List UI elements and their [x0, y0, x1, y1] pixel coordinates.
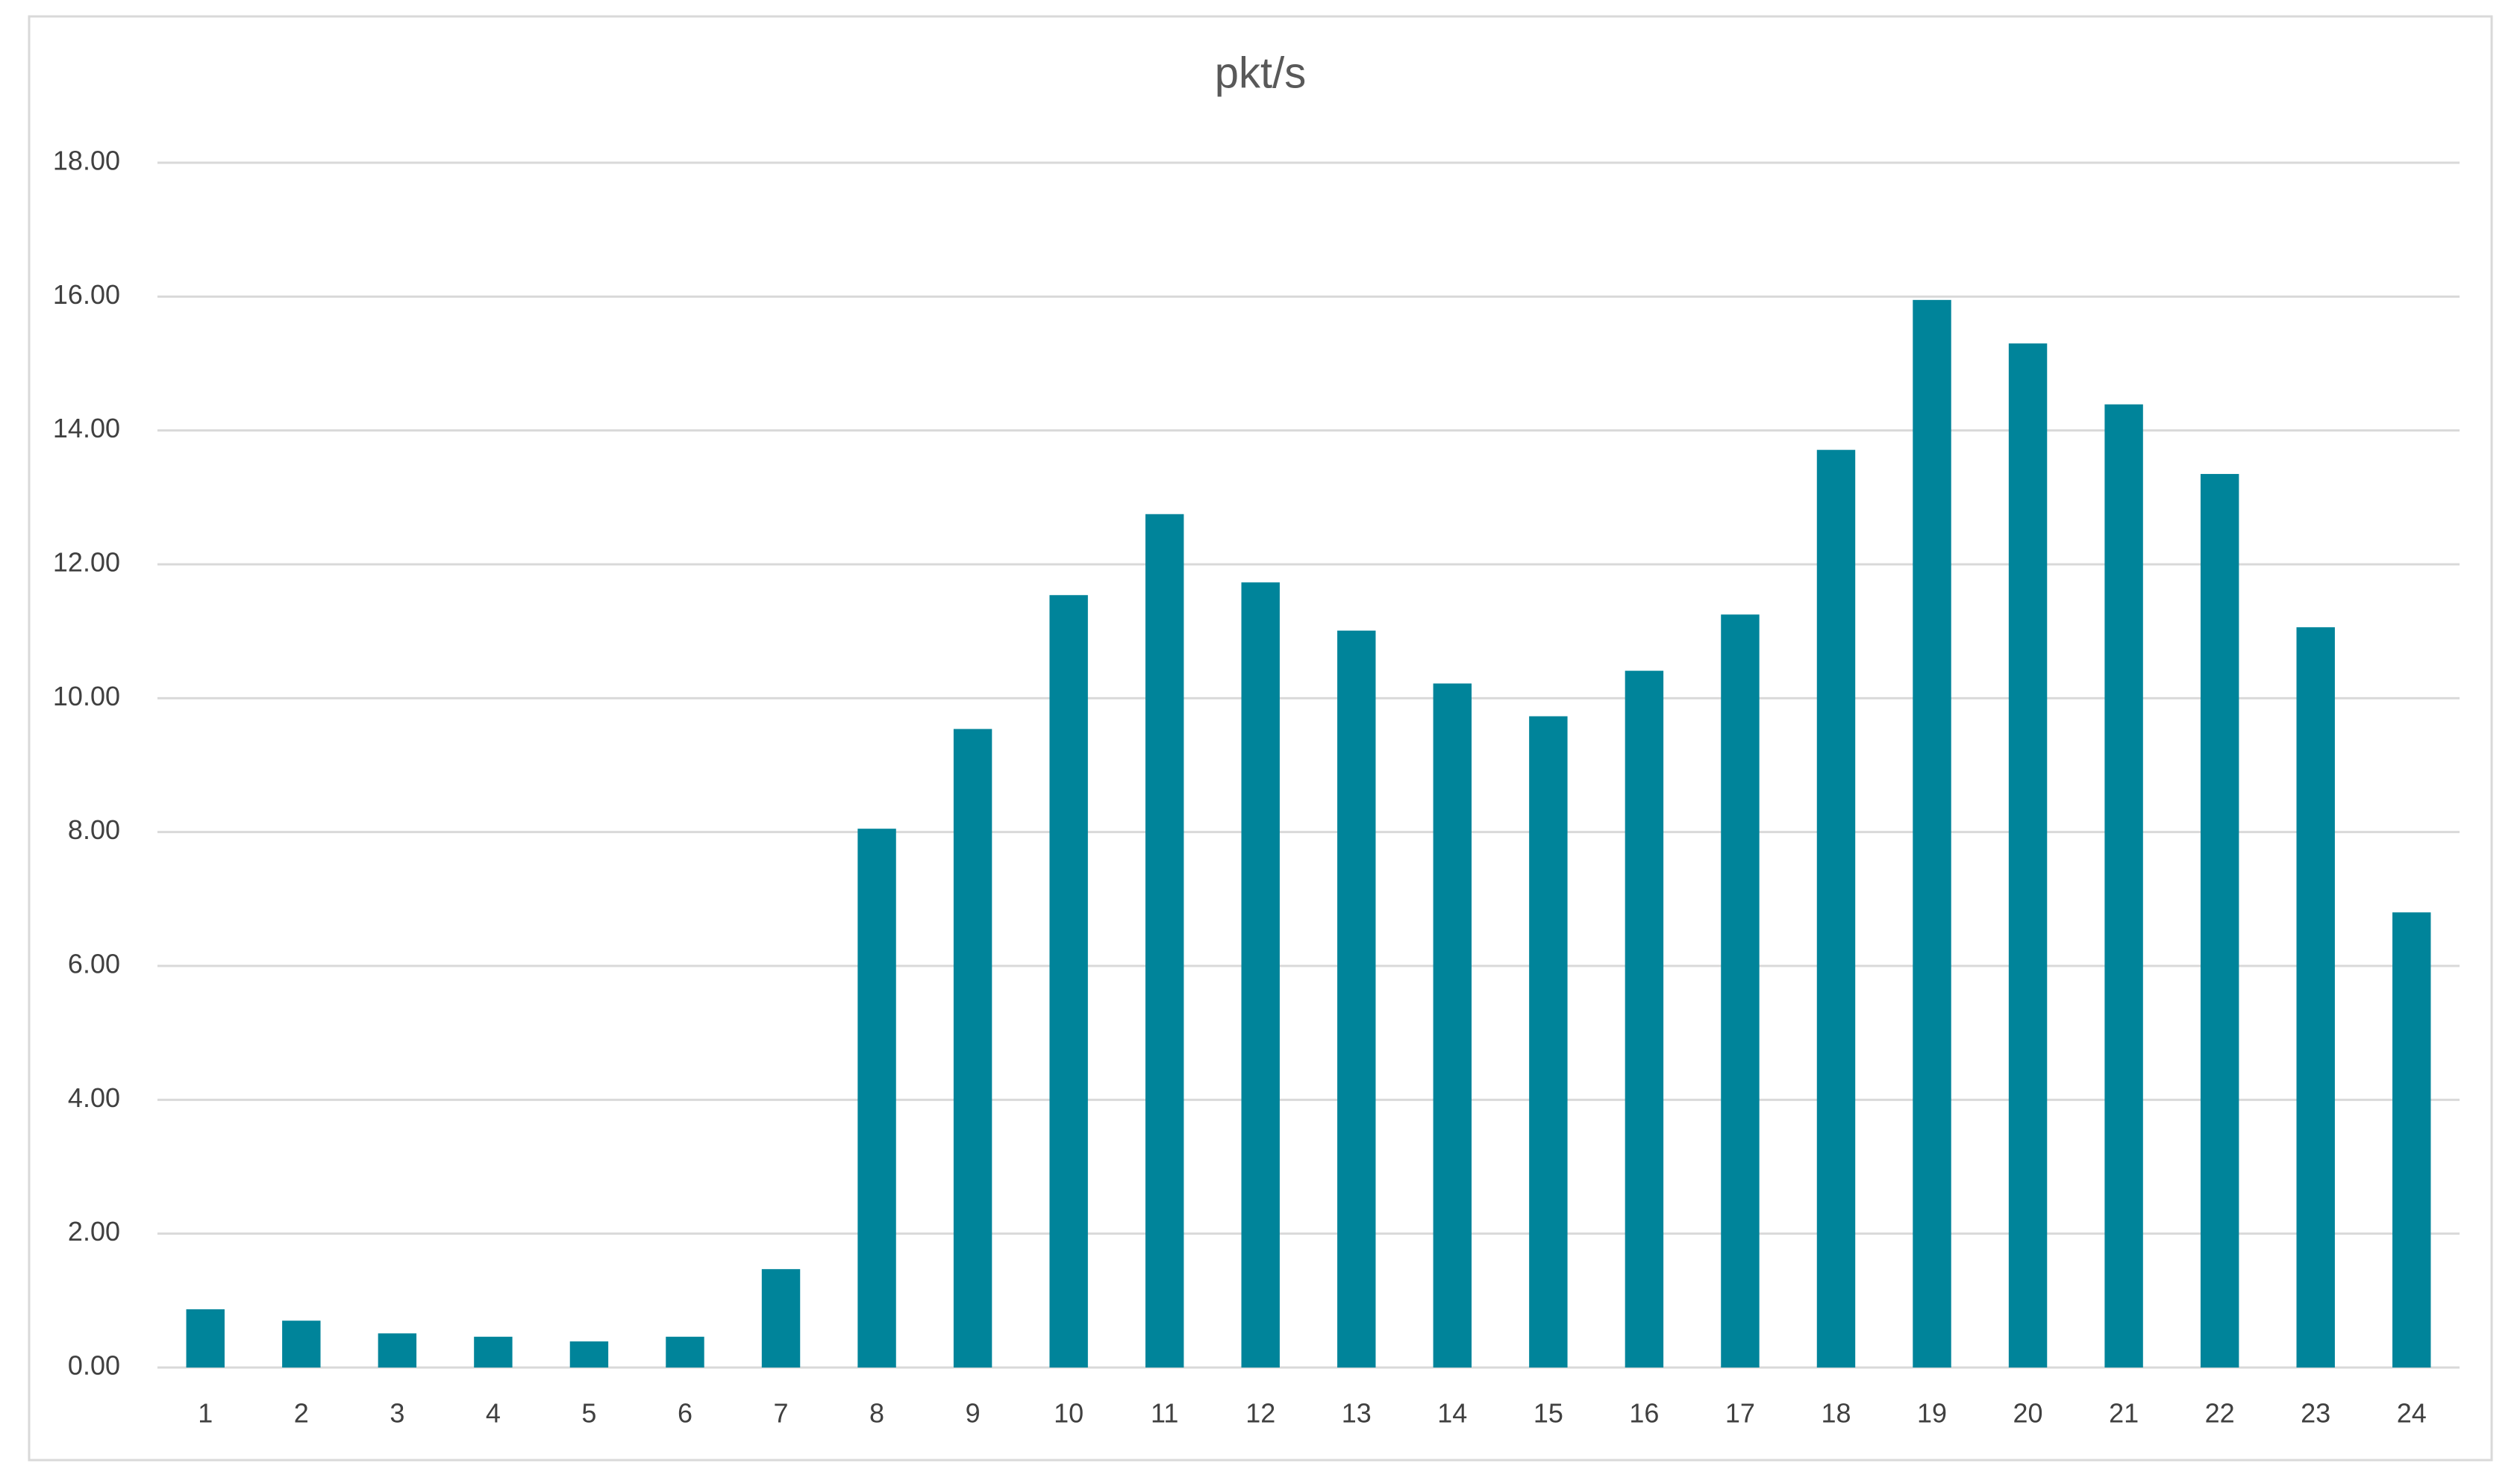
bar [1433, 683, 1472, 1368]
x-tick-label: 1 [198, 1398, 213, 1429]
y-tick-label: 16.00 [53, 279, 120, 310]
x-tick-label: 4 [486, 1398, 501, 1429]
x-tick-label: 2 [294, 1398, 309, 1429]
x-tick-label: 12 [1245, 1398, 1275, 1429]
y-tick-label: 18.00 [53, 146, 120, 176]
x-tick-label: 7 [774, 1398, 789, 1429]
bar [953, 729, 992, 1368]
x-tick-label: 18 [1821, 1398, 1851, 1429]
x-tick-label: 14 [1437, 1398, 1467, 1429]
x-tick-label: 21 [2109, 1398, 2139, 1429]
x-tick-label: 23 [2301, 1398, 2330, 1429]
x-tick-label: 8 [869, 1398, 884, 1429]
bar [1049, 595, 1088, 1368]
x-tick-label: 3 [390, 1398, 404, 1429]
y-tick-label: 6.00 [68, 949, 120, 979]
bar [1241, 582, 1280, 1368]
x-tick-label: 6 [678, 1398, 692, 1429]
x-tick-label: 16 [1629, 1398, 1659, 1429]
bar [2392, 912, 2431, 1368]
y-tick-label: 8.00 [68, 814, 120, 845]
bar [1145, 514, 1184, 1368]
bar [2296, 627, 2335, 1368]
bar [186, 1309, 225, 1368]
y-tick-label: 12.00 [53, 547, 120, 578]
bar [761, 1269, 801, 1368]
bar [569, 1341, 609, 1368]
x-tick-label: 24 [2397, 1398, 2427, 1429]
bar [2104, 404, 2143, 1368]
bar [1913, 299, 1951, 1368]
bar [1337, 630, 1376, 1368]
bar [1816, 449, 1856, 1368]
bar [282, 1320, 321, 1368]
x-tick-label: 17 [1725, 1398, 1755, 1429]
y-tick-label: 10.00 [53, 681, 120, 711]
bar [1625, 670, 1664, 1368]
x-tick-label: 9 [966, 1398, 981, 1429]
x-tick-label: 15 [1533, 1398, 1563, 1429]
x-tick-label: 13 [1342, 1398, 1372, 1429]
x-tick-label: 11 [1151, 1398, 1178, 1429]
bar [666, 1336, 704, 1368]
bar [474, 1336, 513, 1368]
y-tick-label: 2.00 [68, 1216, 120, 1247]
y-tick-label: 14.00 [53, 413, 120, 443]
x-tick-label: 5 [581, 1398, 596, 1429]
y-tick-label: 0.00 [68, 1350, 120, 1381]
x-tick-label: 22 [2205, 1398, 2235, 1429]
chart-title: pkt/s [1215, 49, 1307, 97]
bar [2008, 343, 2048, 1368]
bar [1529, 716, 1568, 1368]
bar [2200, 473, 2239, 1368]
bar [378, 1333, 417, 1368]
bar [1721, 614, 1760, 1368]
x-tick-label: 20 [2013, 1398, 2043, 1429]
y-tick-label: 4.00 [68, 1082, 120, 1113]
x-tick-label: 19 [1917, 1398, 1947, 1429]
bar [857, 829, 896, 1368]
x-tick-label: 10 [1054, 1398, 1084, 1429]
